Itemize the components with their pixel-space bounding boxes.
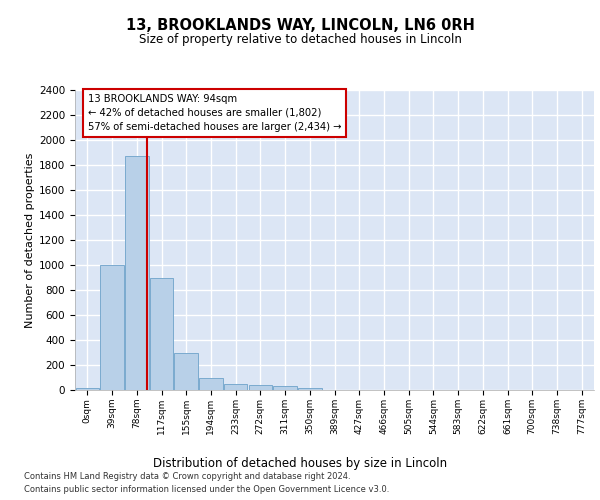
Text: Contains HM Land Registry data © Crown copyright and database right 2024.: Contains HM Land Registry data © Crown c… xyxy=(24,472,350,481)
Bar xyxy=(76,388,99,390)
Bar xyxy=(150,278,173,390)
Bar xyxy=(224,384,247,390)
Text: Contains public sector information licensed under the Open Government Licence v3: Contains public sector information licen… xyxy=(24,485,389,494)
Bar xyxy=(248,385,272,390)
Bar xyxy=(125,156,149,390)
Bar xyxy=(175,352,198,390)
Text: Size of property relative to detached houses in Lincoln: Size of property relative to detached ho… xyxy=(139,32,461,46)
Bar xyxy=(298,388,322,390)
Y-axis label: Number of detached properties: Number of detached properties xyxy=(25,152,35,328)
Bar xyxy=(274,386,297,390)
Bar xyxy=(100,265,124,390)
Text: 13 BROOKLANDS WAY: 94sqm
← 42% of detached houses are smaller (1,802)
57% of sem: 13 BROOKLANDS WAY: 94sqm ← 42% of detach… xyxy=(88,94,341,132)
Text: Distribution of detached houses by size in Lincoln: Distribution of detached houses by size … xyxy=(153,458,447,470)
Bar xyxy=(199,378,223,390)
Text: 13, BROOKLANDS WAY, LINCOLN, LN6 0RH: 13, BROOKLANDS WAY, LINCOLN, LN6 0RH xyxy=(125,18,475,32)
